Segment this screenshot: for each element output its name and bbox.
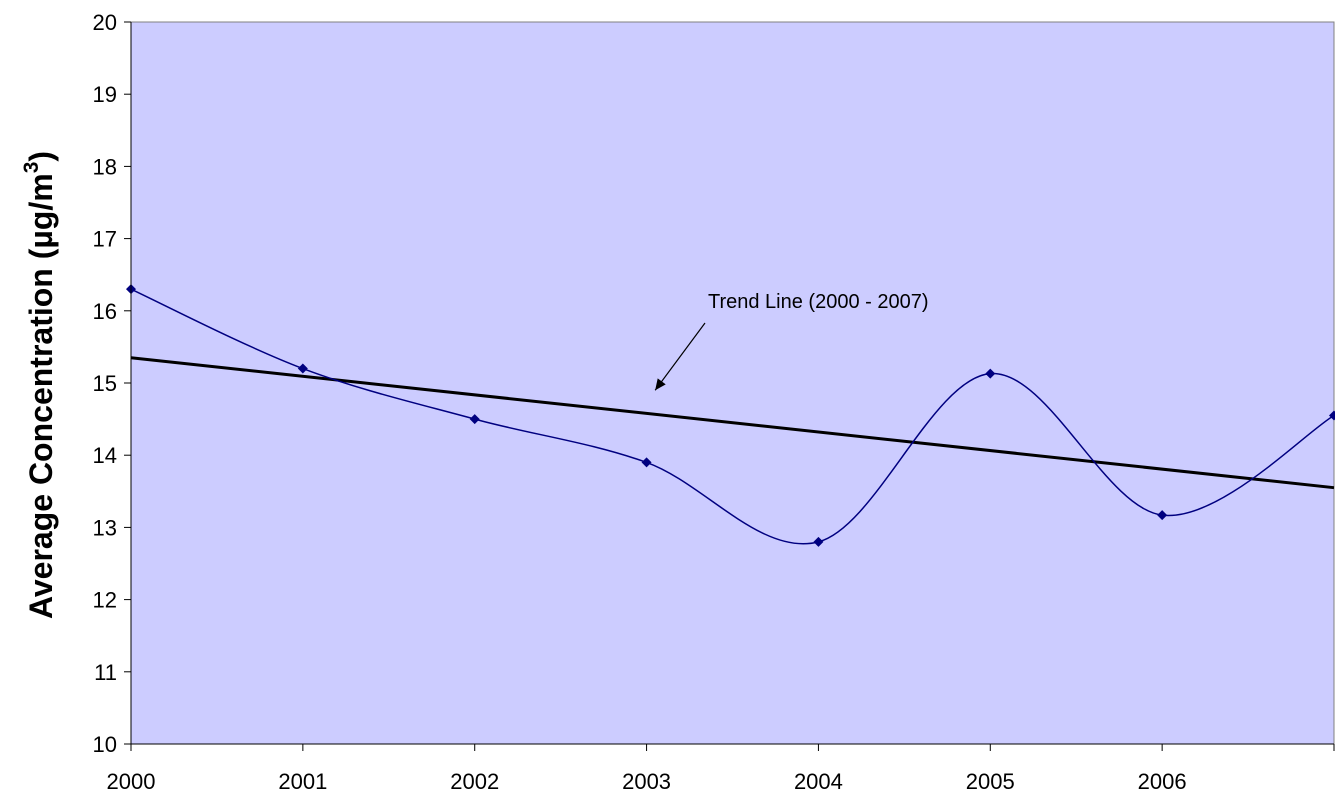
y-tick-label: 11 xyxy=(94,660,117,685)
annotation-arrowhead xyxy=(655,378,666,391)
plot-area xyxy=(130,21,1335,745)
x-tick-label: 2005 xyxy=(966,769,1015,794)
y-tick-label: 15 xyxy=(93,371,117,396)
x-tick-label: 2001 xyxy=(278,769,327,794)
x-tick-label: 2002 xyxy=(450,769,499,794)
y-tick-label: 19 xyxy=(93,82,117,107)
y-tick-label: 17 xyxy=(93,227,117,252)
data-point xyxy=(297,363,308,374)
y-tick-label: 13 xyxy=(93,515,117,540)
y-tick-label: 12 xyxy=(93,588,117,613)
data-point xyxy=(1157,510,1168,521)
data-point xyxy=(985,368,996,379)
data-point xyxy=(469,414,480,425)
trend-line-annotation: Trend Line (2000 - 2007) xyxy=(708,291,929,313)
x-tick-label: 2006 xyxy=(1138,769,1187,794)
y-axis-title: Average Concentration (µg/m3) xyxy=(20,151,59,619)
y-tick-label: 16 xyxy=(93,299,117,324)
y-tick-label: 18 xyxy=(93,154,117,179)
x-tick-label: 2000 xyxy=(107,769,156,794)
x-tick-label: 2003 xyxy=(622,769,671,794)
y-tick-label: 20 xyxy=(93,10,117,35)
x-tick-label: 2004 xyxy=(794,769,843,794)
data-point xyxy=(1329,410,1335,421)
data-point xyxy=(813,536,824,547)
data-point xyxy=(641,457,652,468)
annotation-arrow xyxy=(654,322,706,391)
y-tick-label: 10 xyxy=(93,732,117,757)
y-tick-label: 14 xyxy=(93,443,117,468)
series-line xyxy=(130,288,1335,545)
